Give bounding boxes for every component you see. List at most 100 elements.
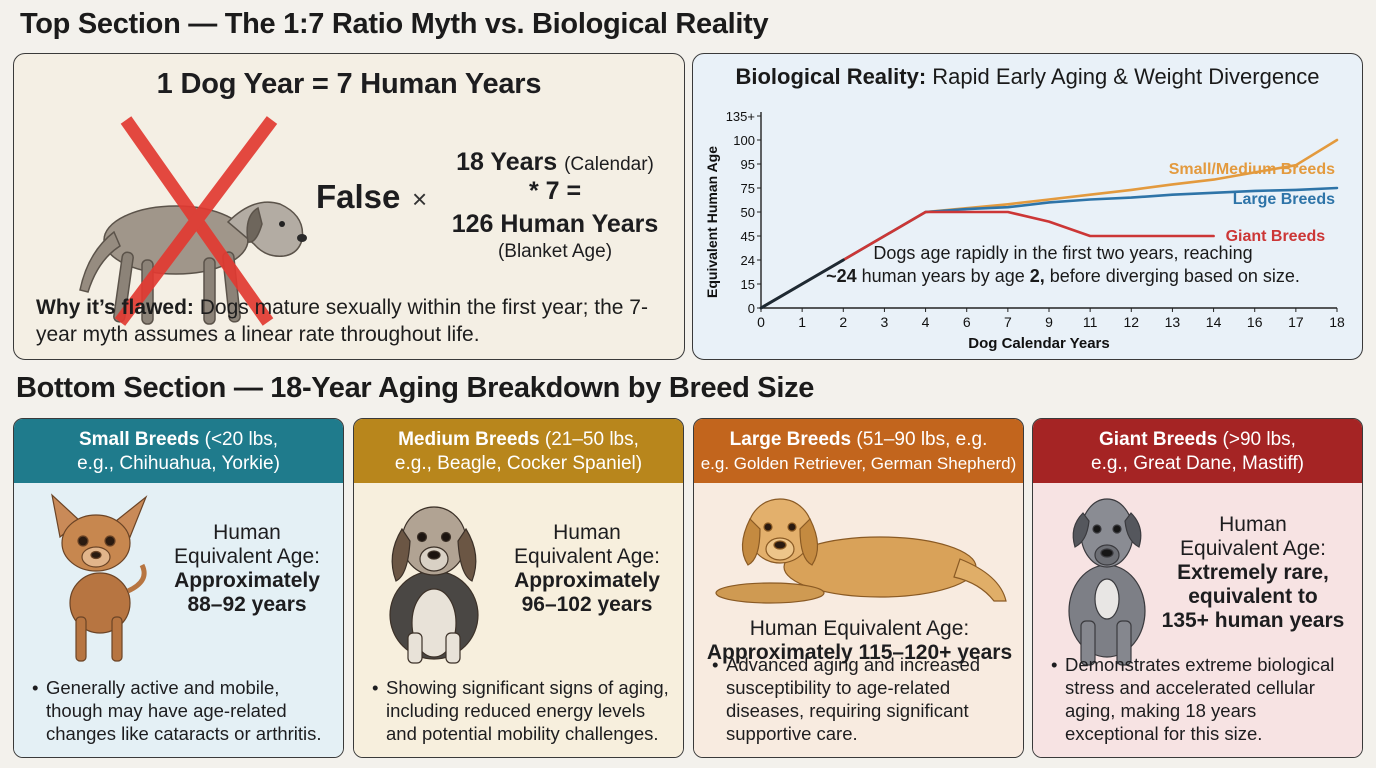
breed-note-text: Generally active and mobile, though may … [46, 677, 322, 744]
age-block: Human Equivalent Age: Approximately 88–9… [162, 521, 332, 617]
breed-examples: e.g., Chihuahua, Yorkie) [77, 453, 280, 474]
y-tick-label: 100 [733, 133, 755, 148]
calc-years-value: 18 Years [456, 148, 558, 176]
breed-card-header: Small Breeds (<20 lbs, e.g., Chihuahua, … [14, 419, 343, 483]
age-value: 88–92 years [187, 593, 307, 616]
breed-name: Large Breeds [729, 429, 852, 450]
chart-title-bold: Biological Reality: [735, 64, 927, 89]
bottom-section-title: Bottom Section — 18-Year Aging Breakdown… [16, 372, 815, 404]
y-tick-label: 75 [741, 181, 755, 196]
breed-range: (51–90 lbs, e.g. [851, 429, 988, 450]
y-tick-label: 95 [741, 157, 755, 172]
breed-range: (>90 lbs, [1217, 429, 1296, 450]
x-tick-label: 3 [881, 314, 889, 330]
breed-card-header: Large Breeds (51–90 lbs, e.g. e.g. Golde… [694, 419, 1023, 483]
breed-note-text: Demonstrates extreme biological stress a… [1065, 654, 1335, 744]
y-axis-label: Equivalent Human Age [704, 146, 720, 298]
y-tick-label: 45 [741, 229, 755, 244]
x-tick-label: 6 [963, 314, 971, 330]
annotation-part: human years by age [857, 266, 1030, 286]
golden-retriever-icon [715, 498, 1007, 604]
x-tick-label: 18 [1329, 314, 1345, 330]
chart-annotation-line1: Dogs age rapidly in the first two years,… [873, 243, 1252, 263]
breed-examples: e.g. Golden Retriever, German Shepherd) [700, 454, 1017, 473]
breed-note-text: Advanced aging and increased susceptibil… [726, 654, 981, 744]
bullet-icon: • [1051, 654, 1058, 675]
y-tick-label: 0 [748, 301, 755, 316]
x-tick-label: 11 [1083, 314, 1098, 330]
y-tick-label: 24 [741, 253, 755, 268]
bullet-icon: • [32, 677, 39, 698]
calculation-block: 18 Years (Calendar) * 7 = 126 Human Year… [432, 148, 678, 263]
age-value: 135+ human years [1161, 609, 1345, 632]
age-block: Human Equivalent Age: Approximately 115–… [704, 617, 1015, 665]
breed-range: (<20 lbs, [199, 429, 279, 450]
breed-card-giant: Giant Breeds (>90 lbs, e.g., Great Dane,… [1032, 418, 1363, 758]
x-tick-label: 1 [798, 314, 806, 330]
x-tick-label: 0 [757, 314, 765, 330]
age-value: Extremely rare, [1177, 561, 1329, 584]
breed-card-header: Medium Breeds (21–50 lbs, e.g., Beagle, … [354, 419, 683, 483]
series-label: Small/Medium Breeds [1169, 161, 1335, 178]
calc-multiplier: * 7 = [528, 177, 582, 205]
age-block: Human Equivalent Age: Extremely rare, eq… [1153, 513, 1353, 633]
great-dane-icon [1068, 498, 1146, 666]
times-icon: × [412, 184, 428, 214]
age-value: Approximately [514, 569, 660, 592]
x-tick-label: 13 [1165, 314, 1181, 330]
y-tick-label: 135+ [726, 109, 755, 124]
x-tick-label: 2 [839, 314, 847, 330]
series-label: Large Breeds [1233, 191, 1335, 208]
chart-title-rest: Rapid Early Aging & Weight Divergence [932, 64, 1320, 89]
top-section-title: Top Section — The 1:7 Ratio Myth vs. Bio… [20, 8, 769, 40]
breed-name: Small Breeds [78, 429, 200, 450]
x-tick-label: 16 [1247, 314, 1263, 330]
breed-card-large: Large Breeds (51–90 lbs, e.g. e.g. Golde… [693, 418, 1024, 758]
x-tick-label: 17 [1288, 314, 1304, 330]
age-value: equivalent to [1188, 585, 1318, 608]
breed-note: • Advanced aging and increased susceptibi… [708, 653, 1013, 745]
flaw-explanation: Why it’s flawed: Dogs mature sexually wi… [36, 294, 676, 348]
breed-examples: e.g., Great Dane, Mastiff) [1091, 453, 1304, 474]
breed-note: • Generally active and mobile, though may… [28, 676, 333, 745]
age-block: Human Equivalent Age: Approximately 96–1… [502, 521, 672, 617]
breed-examples: e.g., Beagle, Cocker Spaniel) [394, 453, 643, 474]
annotation-part: 2, [1030, 266, 1045, 286]
chihuahua-icon [51, 493, 148, 662]
myth-headline: 1 Dog Year = 7 Human Years [156, 68, 542, 100]
breed-note: • Showing significant signs of aging, inc… [368, 676, 673, 745]
shared-early-aging-line [759, 258, 845, 310]
age-value: 96–102 years [521, 593, 653, 616]
age-value: Approximately 115–120+ years [706, 641, 1013, 664]
age-label: Human [213, 521, 281, 544]
chart-annotation-line2: ~24 human years by age 2, before divergi… [826, 266, 1300, 286]
false-label: False [316, 178, 401, 215]
calc-years-note: (Calendar) [564, 154, 654, 175]
annotation-part: ~24 [826, 266, 857, 286]
breed-note-text: Showing significant signs of aging, incl… [386, 677, 669, 744]
x-tick-label: 4 [922, 314, 930, 330]
breed-note: • Demonstrates extreme biological stress … [1047, 653, 1352, 745]
series-label: Giant Breeds [1226, 228, 1326, 245]
flaw-text: Dogs mature sexually within the first ye… [36, 296, 648, 346]
aging-line-chart: 0 1 2 3 4 6 7 9 11 12 13 14 16 17 18015244550759510013… [704, 109, 1345, 352]
calc-years: 18 Years (Calendar) [432, 148, 678, 177]
bullet-icon: • [712, 654, 719, 675]
calc-result: 126 Human Years [451, 210, 659, 238]
flaw-label: Why it’s flawed: [36, 296, 194, 319]
beagle-icon [389, 506, 479, 664]
age-label: Human [1219, 513, 1287, 536]
age-label: Equivalent Age: [1180, 537, 1326, 560]
elderly-dog-crossed-out-icon [79, 116, 307, 326]
breed-name: Medium Breeds [398, 429, 540, 450]
x-tick-label: 12 [1123, 314, 1139, 330]
age-label: Human [553, 521, 621, 544]
breed-card-medium: Medium Breeds (21–50 lbs, e.g., Beagle, … [353, 418, 684, 758]
x-tick-label: 9 [1045, 314, 1053, 330]
breed-card-header: Giant Breeds (>90 lbs, e.g., Great Dane,… [1033, 419, 1362, 483]
bullet-icon: • [372, 677, 379, 698]
age-label: Human Equivalent Age: [749, 617, 970, 640]
age-value: Approximately [174, 569, 320, 592]
x-tick-label: 14 [1206, 314, 1222, 330]
myth-panel: 1 Dog Year = 7 Human Years False × 18 Ye… [13, 53, 685, 360]
